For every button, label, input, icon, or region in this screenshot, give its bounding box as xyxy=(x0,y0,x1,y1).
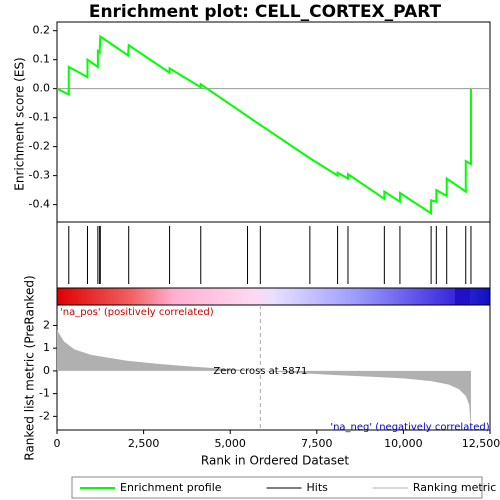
y-tick-label: 0.2 xyxy=(33,24,51,37)
y-tick-label: -0.4 xyxy=(29,198,50,211)
x-tick-label: 2,500 xyxy=(128,437,160,450)
zero-cross-label: Zero cross at 5871 xyxy=(213,366,307,377)
x-axis-label: Rank in Ordered Dataset xyxy=(201,454,349,468)
y-tick-label: 0.0 xyxy=(33,82,51,95)
metric-area xyxy=(57,330,471,430)
y-axis-label: Enrichment score (ES) xyxy=(13,57,27,190)
color-bar-end xyxy=(455,288,470,305)
y-tick-label: -2 xyxy=(39,409,50,422)
x-tick-label: 7,500 xyxy=(301,437,333,450)
y-axis-label: Ranked list metric (PreRanked) xyxy=(23,275,37,460)
y-tick-label: 0.1 xyxy=(33,53,51,66)
chart-title: Enrichment plot: CELL_CORTEX_PART xyxy=(89,2,442,22)
legend-label: Enrichment profile xyxy=(120,481,222,494)
y-tick-label: 0 xyxy=(43,364,50,377)
x-tick-label: 5,000 xyxy=(214,437,246,450)
x-tick-label: 10,000 xyxy=(384,437,423,450)
y-tick-label: -0.3 xyxy=(29,169,50,182)
x-tick-label: 0 xyxy=(54,437,61,450)
legend-label: Ranking metric scores xyxy=(413,481,500,494)
y-tick-label: -0.2 xyxy=(29,140,50,153)
y-tick-label: 2 xyxy=(43,318,50,331)
neg-label: 'na_neg' (negatively correlated) xyxy=(330,422,489,433)
x-tick-label: 12,500 xyxy=(462,437,500,450)
color-bar xyxy=(57,288,490,305)
pos-label: 'na_pos' (positively correlated) xyxy=(60,307,214,318)
y-tick-label: -0.1 xyxy=(29,111,50,124)
plot-frame xyxy=(56,21,491,431)
legend-label: Hits xyxy=(307,481,329,494)
y-tick-label: -1 xyxy=(39,387,50,400)
es-line xyxy=(56,34,472,216)
y-tick-label: 1 xyxy=(43,341,50,354)
